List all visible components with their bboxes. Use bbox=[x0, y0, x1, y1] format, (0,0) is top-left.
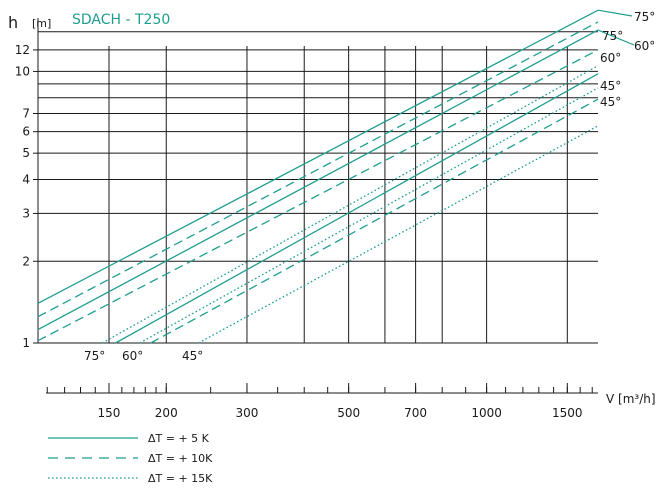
x-axis-label: V [m³/h] bbox=[606, 392, 656, 406]
angle-label: 75° bbox=[84, 349, 105, 363]
x-tick-label: 150 bbox=[98, 406, 121, 420]
x-tick-label: 700 bbox=[404, 406, 427, 420]
x-tick-label: 300 bbox=[236, 406, 259, 420]
x-tick-label: 200 bbox=[155, 406, 178, 420]
series-line-solid bbox=[37, 9, 599, 304]
angle-label: 60° bbox=[122, 349, 143, 363]
angle-label: 45° bbox=[182, 349, 203, 363]
y-tick-label: 6 bbox=[22, 125, 30, 139]
angle-label: 60° bbox=[600, 51, 621, 65]
legend-label: ΔT = + 15K bbox=[148, 472, 213, 485]
y-axis-unit: [m] bbox=[32, 17, 51, 30]
x-axis: 150 200 300 500 700 1000 1500 bbox=[46, 383, 598, 420]
series-line-dashed bbox=[37, 49, 599, 342]
angle-label: 75° bbox=[634, 10, 655, 24]
angle-label: 60° bbox=[634, 39, 655, 53]
angle-label: 75° bbox=[602, 29, 623, 43]
y-tick-label: 4 bbox=[22, 173, 30, 187]
series-line-solid bbox=[37, 29, 599, 331]
leader-line bbox=[597, 9, 633, 17]
y-tick-label: 10 bbox=[15, 64, 30, 78]
legend-label: ΔT = + 5 K bbox=[148, 432, 210, 445]
legend-label: ΔT = + 10K bbox=[148, 452, 213, 465]
x-tick-label: 1500 bbox=[552, 406, 583, 420]
series-line-dotted bbox=[139, 87, 599, 344]
chart-title: SDACH - T250 bbox=[72, 12, 170, 28]
series-line-dotted bbox=[198, 125, 599, 344]
y-tick-label: 2 bbox=[22, 254, 30, 268]
angle-label: 45° bbox=[600, 95, 621, 109]
y-axis-label: h bbox=[8, 13, 18, 32]
series-line-dotted bbox=[101, 65, 599, 344]
series-line-dashed bbox=[150, 98, 599, 344]
angle-label: 45° bbox=[600, 79, 621, 93]
series-group bbox=[37, 9, 635, 344]
series-line-dashed bbox=[37, 21, 599, 318]
series-line-solid bbox=[115, 73, 599, 344]
y-tick-label: 5 bbox=[22, 146, 30, 160]
y-tick-label: 3 bbox=[22, 206, 30, 220]
x-tick-label: 500 bbox=[337, 406, 360, 420]
x-tick-label: 1000 bbox=[471, 406, 502, 420]
leader-line bbox=[597, 29, 635, 46]
y-tick-label: 7 bbox=[22, 106, 30, 120]
annotations: 75° 75° 60° 60° 45° 45° 75° 60° 45° bbox=[84, 10, 655, 363]
y-tick-label: 1 bbox=[22, 336, 30, 350]
legend: ΔT = + 5 K ΔT = + 10K ΔT = + 15K bbox=[48, 432, 213, 485]
y-tick-label: 12 bbox=[15, 43, 30, 57]
